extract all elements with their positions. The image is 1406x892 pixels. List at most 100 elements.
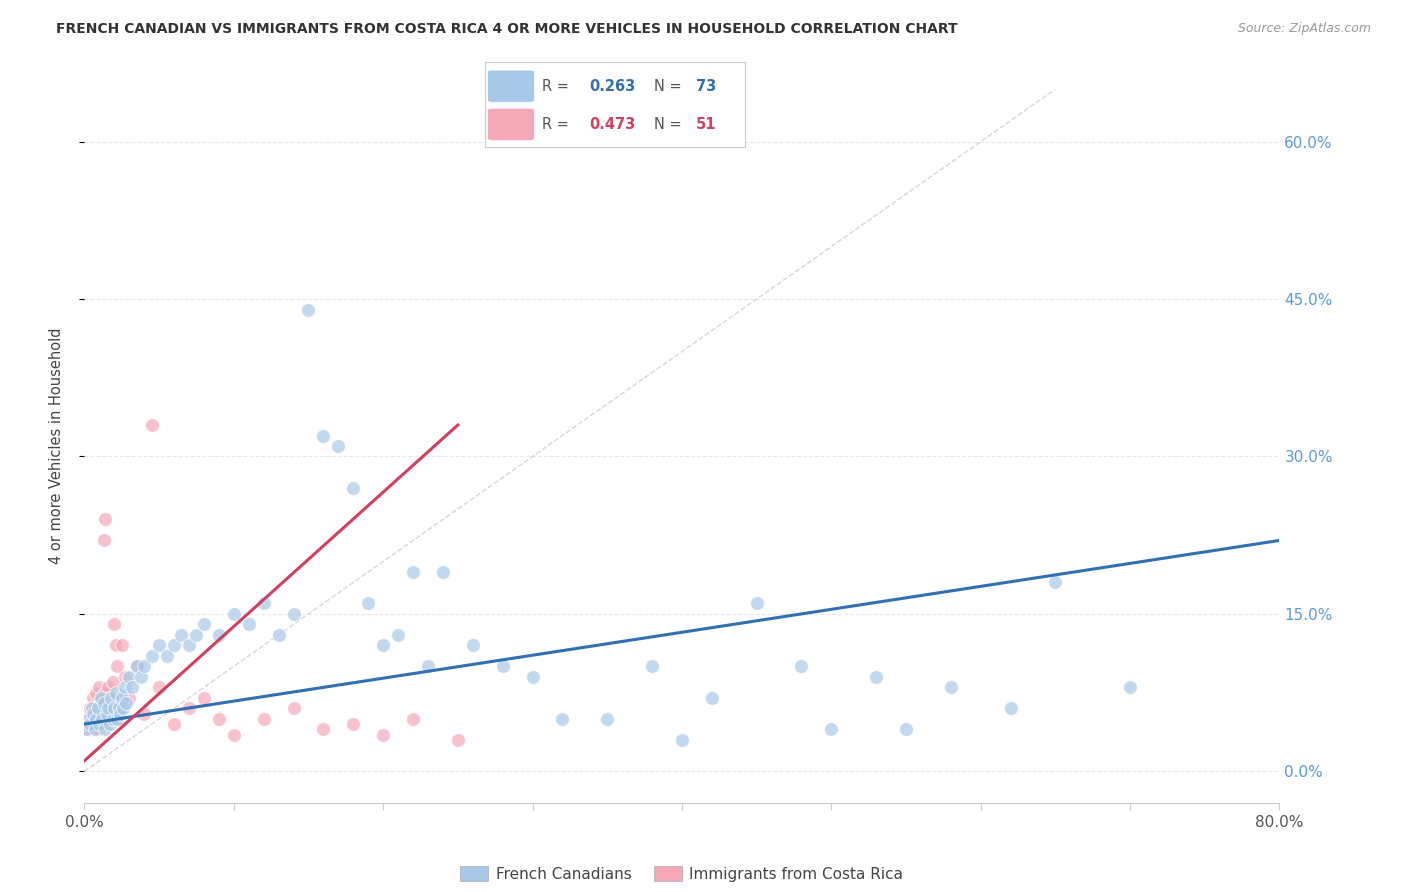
Point [111, 690, 134, 705]
Point [80, 723, 103, 737]
Point [865, 670, 887, 684]
Point [79, 701, 101, 715]
Point [155, 648, 177, 663]
Point [104, 685, 127, 699]
Point [208, 628, 231, 642]
Point [253, 596, 276, 610]
Point [82, 712, 104, 726]
Text: R =: R = [543, 78, 574, 94]
Point [141, 417, 163, 432]
Text: 73: 73 [696, 78, 716, 94]
Point [700, 690, 723, 705]
Y-axis label: 4 or more Vehicles in Household: 4 or more Vehicles in Household [49, 327, 63, 565]
Point [596, 712, 619, 726]
Text: R =: R = [543, 117, 574, 132]
Point [103, 617, 125, 632]
Point [132, 659, 156, 673]
Point [97, 681, 120, 695]
Point [79, 717, 101, 731]
Point [114, 681, 136, 695]
Point [939, 681, 962, 695]
Point [86, 685, 108, 699]
Point [193, 690, 215, 705]
Point [94, 685, 117, 699]
Text: FRENCH CANADIAN VS IMMIGRANTS FROM COSTA RICA 4 OR MORE VEHICLES IN HOUSEHOLD CO: FRENCH CANADIAN VS IMMIGRANTS FROM COSTA… [56, 22, 957, 37]
Point [328, 439, 350, 453]
Point [76, 717, 98, 731]
Text: 0.473: 0.473 [589, 117, 636, 132]
Point [253, 712, 276, 726]
Point [121, 681, 143, 695]
Point [93, 533, 115, 548]
Text: 0.263: 0.263 [589, 78, 636, 94]
Point [79, 706, 101, 721]
Point [148, 681, 170, 695]
Point [107, 701, 129, 715]
Point [312, 428, 335, 442]
Point [141, 648, 163, 663]
Point [312, 723, 335, 737]
Point [461, 639, 484, 653]
Point [222, 607, 245, 621]
Point [129, 670, 152, 684]
Point [110, 706, 132, 721]
Point [91, 712, 114, 726]
Point [94, 723, 117, 737]
Point [83, 723, 105, 737]
Point [90, 690, 112, 705]
Text: N =: N = [654, 117, 686, 132]
Point [1119, 681, 1142, 695]
Point [115, 696, 138, 710]
Text: N =: N = [654, 78, 686, 94]
Point [492, 659, 515, 673]
Point [75, 723, 97, 737]
Point [148, 639, 170, 653]
Point [193, 617, 215, 632]
Point [342, 717, 364, 731]
Point [118, 670, 141, 684]
Point [238, 617, 260, 632]
Point [641, 659, 664, 673]
Point [86, 712, 108, 726]
Point [103, 701, 125, 715]
Point [82, 706, 104, 721]
Point [132, 706, 156, 721]
Point [94, 512, 117, 526]
Point [357, 596, 380, 610]
Point [387, 628, 409, 642]
Point [671, 732, 693, 747]
Point [91, 690, 114, 705]
Point [87, 701, 110, 715]
Point [83, 717, 105, 731]
Point [297, 302, 319, 317]
Point [118, 690, 141, 705]
Point [371, 639, 394, 653]
Point [114, 670, 136, 684]
Point [87, 723, 110, 737]
Point [91, 706, 114, 721]
Point [402, 565, 425, 579]
Point [93, 696, 115, 710]
Point [820, 723, 842, 737]
Point [177, 639, 200, 653]
Point [101, 675, 124, 690]
Point [790, 659, 813, 673]
Point [89, 681, 111, 695]
Point [208, 712, 231, 726]
Point [76, 723, 98, 737]
Point [111, 639, 134, 653]
Point [104, 639, 127, 653]
Point [80, 701, 103, 715]
Point [77, 712, 100, 726]
Text: Source: ZipAtlas.com: Source: ZipAtlas.com [1237, 22, 1371, 36]
Point [551, 712, 574, 726]
Point [745, 596, 768, 610]
Point [416, 659, 439, 673]
Point [87, 701, 110, 715]
Point [100, 690, 122, 705]
Point [105, 712, 128, 726]
Point [432, 565, 454, 579]
Point [77, 712, 100, 726]
Text: 51: 51 [696, 117, 716, 132]
Point [283, 701, 305, 715]
